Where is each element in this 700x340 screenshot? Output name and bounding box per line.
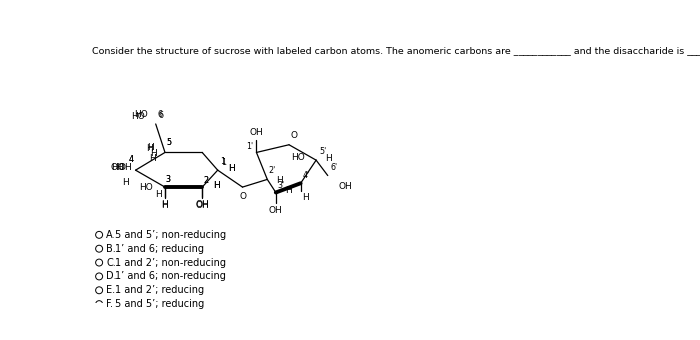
Text: H: H — [228, 164, 235, 173]
Text: H: H — [150, 150, 158, 158]
Text: 1’ and 6; reducing: 1’ and 6; reducing — [116, 244, 204, 254]
Text: 4: 4 — [129, 155, 134, 164]
Text: 1 and 2’; reducing: 1 and 2’; reducing — [116, 285, 204, 295]
Text: 2': 2' — [269, 166, 276, 175]
Text: 6: 6 — [158, 110, 162, 119]
Text: 4: 4 — [128, 155, 133, 164]
Text: 3: 3 — [166, 175, 171, 184]
Text: B.: B. — [106, 244, 116, 254]
Text: 4': 4' — [302, 171, 309, 180]
Text: 5': 5' — [319, 147, 326, 155]
Text: H: H — [285, 186, 292, 196]
Text: HO: HO — [131, 112, 145, 121]
Text: OH: OH — [339, 182, 352, 191]
Text: H: H — [162, 201, 169, 210]
Text: H: H — [213, 181, 220, 190]
Text: 5: 5 — [167, 138, 172, 147]
Text: 5: 5 — [167, 138, 172, 147]
Text: 1: 1 — [220, 157, 225, 166]
Text: 2: 2 — [204, 176, 209, 185]
Text: 1: 1 — [220, 158, 226, 167]
Text: H: H — [148, 143, 154, 152]
Text: O: O — [239, 192, 246, 201]
Text: OH: OH — [195, 200, 209, 209]
Text: 6: 6 — [158, 111, 163, 120]
Text: A.: A. — [106, 230, 116, 240]
Text: H: H — [326, 154, 332, 163]
Text: 5 and 5’; non-reducing: 5 and 5’; non-reducing — [116, 230, 227, 240]
Text: E.: E. — [106, 285, 116, 295]
Text: OH: OH — [250, 128, 263, 137]
Text: 1 and 2’; non-reducing: 1 and 2’; non-reducing — [116, 258, 226, 268]
Text: C.: C. — [106, 258, 116, 268]
Text: 6': 6' — [331, 164, 338, 172]
Text: OH: OH — [111, 163, 125, 172]
Text: 3': 3' — [277, 181, 284, 190]
Text: HO: HO — [134, 110, 148, 119]
Text: HO: HO — [111, 163, 125, 172]
Text: 3: 3 — [166, 175, 171, 184]
Text: Consider the structure of sucrose with labeled carbon atoms. The anomeric carbon: Consider the structure of sucrose with l… — [92, 46, 700, 55]
Text: H: H — [122, 178, 130, 187]
Text: H: H — [162, 200, 169, 209]
Text: H: H — [213, 181, 220, 190]
Text: OH: OH — [195, 201, 209, 210]
Text: 2: 2 — [204, 176, 209, 185]
Text: F.: F. — [106, 299, 113, 309]
Text: H: H — [155, 190, 162, 199]
Text: H: H — [228, 164, 235, 173]
Text: H: H — [276, 176, 284, 185]
Text: 5 and 5’; reducing: 5 and 5’; reducing — [116, 299, 204, 309]
Text: OH: OH — [119, 163, 132, 172]
Text: OH: OH — [269, 206, 283, 215]
Text: HO: HO — [291, 153, 305, 162]
Text: 1’ and 6; non-reducing: 1’ and 6; non-reducing — [116, 271, 226, 282]
Text: O: O — [290, 131, 298, 140]
Text: D.: D. — [106, 271, 117, 282]
Text: 1': 1' — [246, 142, 253, 151]
Text: H: H — [302, 193, 309, 202]
Text: H: H — [149, 154, 155, 163]
Text: H: H — [146, 144, 153, 153]
Text: HO: HO — [139, 183, 153, 192]
